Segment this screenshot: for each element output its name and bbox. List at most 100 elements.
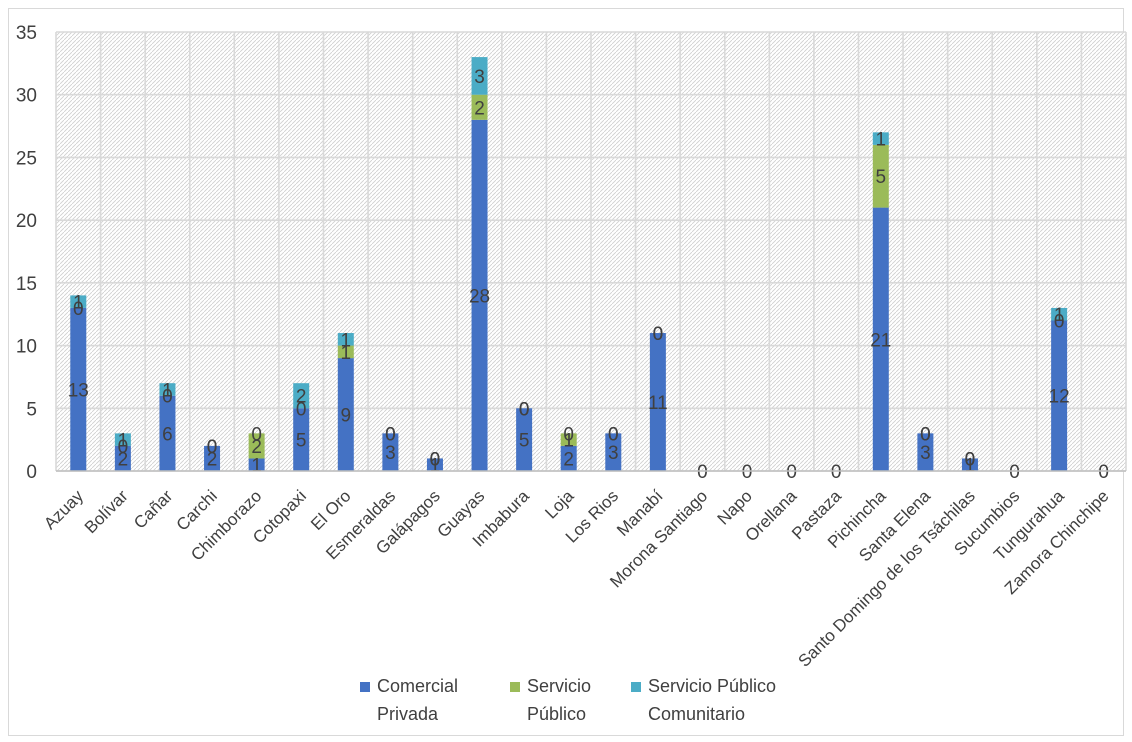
data-label: 0 bbox=[385, 424, 396, 445]
data-label: 0 bbox=[73, 299, 84, 320]
bar-segment bbox=[293, 383, 310, 409]
bar-segment bbox=[649, 333, 666, 471]
data-label: 0 bbox=[519, 399, 530, 420]
bar-segment bbox=[159, 395, 176, 471]
data-label: 0 bbox=[385, 424, 396, 445]
bar-segment bbox=[471, 94, 488, 120]
legend-label: Servicio Público bbox=[648, 676, 776, 696]
y-tick-label: 0 bbox=[26, 462, 37, 483]
data-label: 0 bbox=[430, 449, 441, 470]
y-tick-label: 15 bbox=[16, 274, 37, 295]
gridlines bbox=[55, 31, 1127, 472]
category-label: Loja bbox=[541, 486, 578, 523]
data-label: 3 bbox=[474, 67, 485, 88]
data-label: 0 bbox=[653, 324, 664, 345]
data-label: 11 bbox=[648, 393, 668, 414]
data-label: 3 bbox=[608, 443, 619, 464]
y-tick-label: 35 bbox=[16, 23, 37, 44]
legend-label: Público bbox=[527, 704, 586, 724]
bar-segment bbox=[1051, 307, 1068, 321]
data-label: 1 bbox=[1054, 305, 1065, 326]
data-label: 1 bbox=[876, 130, 887, 151]
data-label: 13 bbox=[68, 380, 89, 401]
category-label: Azuay bbox=[40, 486, 87, 533]
bar-segment bbox=[560, 433, 577, 446]
data-label: 1 bbox=[430, 456, 441, 477]
bar-segment bbox=[471, 57, 488, 95]
data-label: 5 bbox=[296, 431, 307, 452]
data-label: 0 bbox=[563, 424, 574, 445]
data-label: 0 bbox=[251, 424, 262, 445]
bar-segment bbox=[114, 433, 131, 446]
bar-segment bbox=[248, 458, 265, 471]
bar-segment bbox=[293, 408, 310, 471]
bar-segment bbox=[917, 433, 934, 471]
bar-segment bbox=[248, 433, 265, 459]
bar-segment bbox=[337, 333, 354, 346]
data-label: 0 bbox=[1054, 311, 1065, 332]
data-label: 1 bbox=[341, 343, 352, 364]
bar-segment bbox=[204, 445, 221, 471]
data-label: 6 bbox=[162, 424, 173, 445]
bar-segment bbox=[337, 358, 354, 471]
bar-segment bbox=[471, 119, 488, 472]
legend-label: Privada bbox=[377, 704, 439, 724]
data-label: 1 bbox=[162, 380, 173, 401]
data-label: 21 bbox=[870, 330, 891, 351]
data-label: 2 bbox=[251, 437, 262, 458]
bar-segment bbox=[516, 408, 533, 471]
x-axis: AzuayBolívarCañarCarchiChimborazoCotopax… bbox=[40, 470, 1126, 671]
data-label: 28 bbox=[469, 286, 490, 307]
data-label: 0 bbox=[608, 424, 619, 445]
data-label: 1 bbox=[118, 431, 129, 452]
data-label: 0 bbox=[831, 462, 842, 483]
y-tick-label: 20 bbox=[16, 211, 37, 232]
data-label: 5 bbox=[519, 431, 530, 452]
data-label: 0 bbox=[118, 437, 129, 458]
y-tick-label: 25 bbox=[16, 148, 37, 169]
category-label: Cañar bbox=[130, 486, 176, 532]
y-axis: 0 5 10 15 20 25 30 35 bbox=[16, 23, 37, 483]
y-tick-label: 10 bbox=[16, 337, 37, 358]
data-label: 0 bbox=[965, 449, 976, 470]
legend-swatch bbox=[360, 682, 370, 692]
data-label: 0 bbox=[430, 449, 441, 470]
data-label: 0 bbox=[965, 449, 976, 470]
data-label: 3 bbox=[385, 443, 396, 464]
data-label: 0 bbox=[207, 437, 218, 458]
bar-segment bbox=[426, 458, 443, 471]
bar-segment bbox=[159, 383, 176, 396]
data-label: 0 bbox=[653, 324, 664, 345]
legend-label: Comercial bbox=[377, 676, 458, 696]
bar-segment bbox=[872, 132, 889, 145]
data-label: 2 bbox=[207, 449, 218, 470]
category-label: Napo bbox=[714, 486, 756, 528]
bar-segment bbox=[70, 295, 87, 308]
data-label: 2 bbox=[474, 98, 485, 119]
data-label: 0 bbox=[697, 462, 708, 483]
data-label: 1 bbox=[251, 456, 262, 477]
legend-swatch bbox=[631, 682, 641, 692]
data-label: 0 bbox=[519, 399, 530, 420]
data-label: 0 bbox=[608, 424, 619, 445]
data-label: 0 bbox=[162, 387, 173, 408]
data-label: 0 bbox=[1098, 462, 1109, 483]
y-tick-label: 30 bbox=[16, 86, 37, 107]
legend-label: Comunitario bbox=[648, 704, 745, 724]
bar-segment bbox=[382, 433, 399, 471]
data-label: 1 bbox=[73, 293, 84, 314]
legend: Comercial Privada Servicio Público Servicio … bbox=[360, 676, 776, 724]
data-label: 0 bbox=[296, 399, 307, 420]
data-label: 2 bbox=[296, 387, 307, 408]
data-label: 1 bbox=[563, 431, 574, 452]
legend-swatch bbox=[510, 682, 520, 692]
data-label: 12 bbox=[1049, 387, 1070, 408]
bar-segment bbox=[872, 207, 889, 471]
bar-segment bbox=[872, 144, 889, 208]
data-label: 3 bbox=[920, 443, 931, 464]
legend-label: Servicio bbox=[527, 676, 591, 696]
bar-segment bbox=[560, 445, 577, 471]
data-label: 0 bbox=[786, 462, 797, 483]
